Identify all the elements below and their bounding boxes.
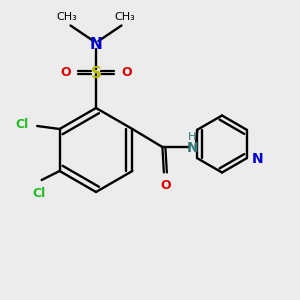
Text: Cl: Cl — [16, 118, 29, 131]
Text: CH₃: CH₃ — [115, 12, 136, 22]
Text: N: N — [251, 152, 263, 166]
Text: O: O — [160, 179, 171, 192]
Text: Cl: Cl — [33, 187, 46, 200]
Text: N: N — [186, 141, 198, 155]
Text: H: H — [188, 132, 196, 142]
Text: S: S — [91, 66, 101, 81]
Text: O: O — [121, 66, 131, 79]
Text: O: O — [61, 66, 71, 79]
Text: CH₃: CH₃ — [56, 12, 77, 22]
Text: N: N — [90, 37, 102, 52]
